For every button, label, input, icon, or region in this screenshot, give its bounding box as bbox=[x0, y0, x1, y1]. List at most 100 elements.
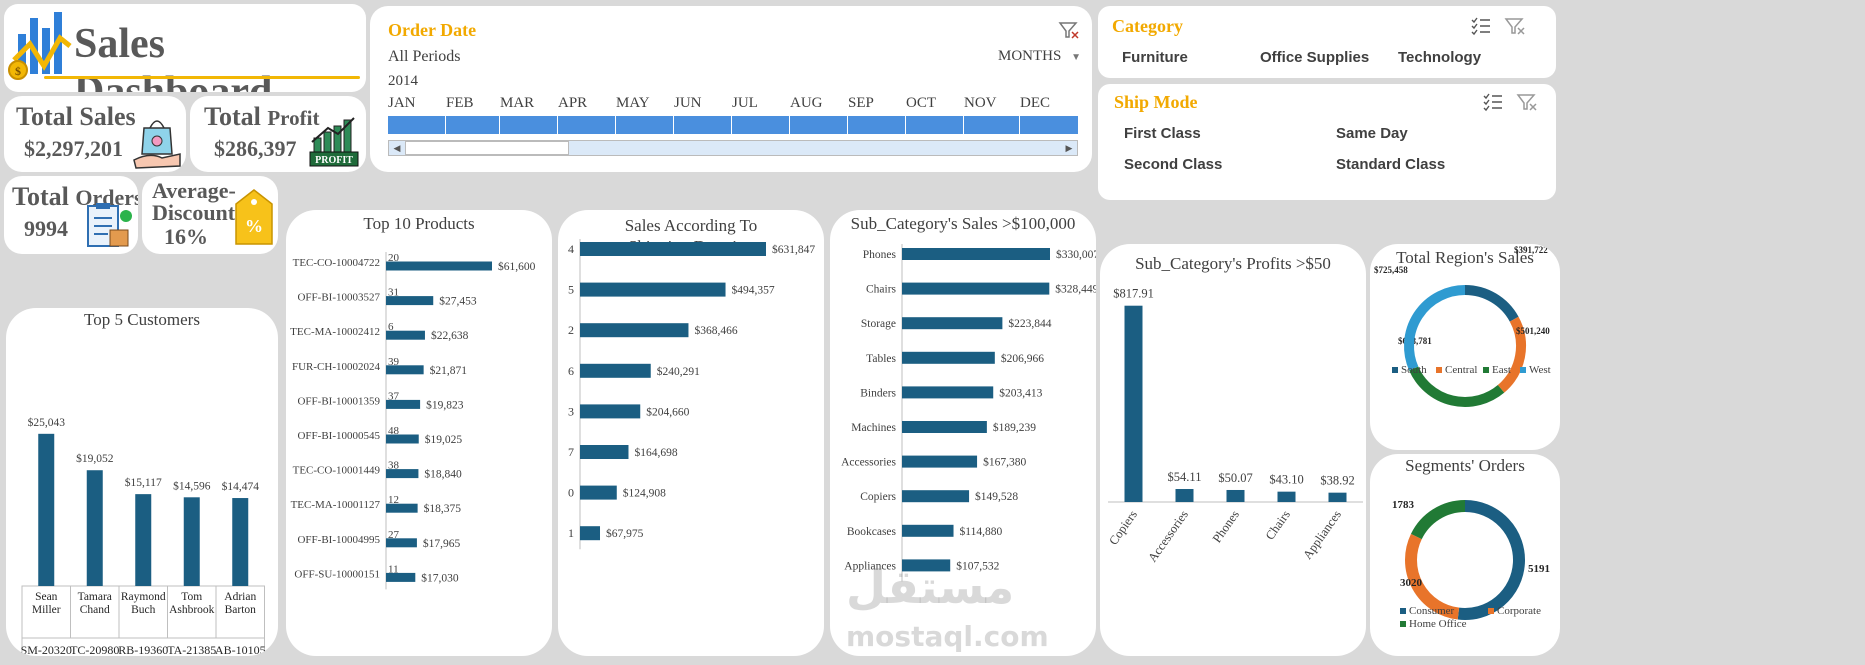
bar[interactable] bbox=[580, 282, 726, 297]
bar[interactable] bbox=[386, 572, 416, 582]
customer-bar-label: $15,117 bbox=[125, 476, 162, 489]
bar[interactable] bbox=[386, 399, 421, 409]
legend-label[interactable]: West bbox=[1529, 364, 1551, 376]
time-level-dropdown[interactable]: MONTHS ▼ bbox=[998, 48, 1081, 64]
category-tick-label: 5 bbox=[568, 283, 574, 297]
bar-value-label: $19,025 bbox=[425, 433, 463, 446]
donut-slice[interactable] bbox=[1410, 500, 1466, 540]
bar[interactable] bbox=[580, 526, 601, 541]
legend-label[interactable]: South bbox=[1401, 364, 1427, 376]
donut-slice[interactable] bbox=[1404, 285, 1466, 371]
customer-id-label: AB-10105 bbox=[215, 643, 266, 656]
legend-label[interactable]: Central bbox=[1445, 364, 1477, 376]
profit-bar[interactable] bbox=[1328, 492, 1347, 502]
bar[interactable] bbox=[386, 365, 424, 375]
category-item-technology[interactable]: Technology bbox=[1398, 49, 1482, 66]
donut-slice[interactable] bbox=[1497, 316, 1526, 393]
customer-bar[interactable] bbox=[183, 497, 200, 586]
bar[interactable] bbox=[902, 282, 1050, 295]
customer-bar-label: $25,043 bbox=[28, 416, 66, 429]
donut-slice[interactable] bbox=[1405, 533, 1460, 620]
scroll-left-arrow[interactable]: ◀ bbox=[393, 143, 401, 153]
category-tick-label: TEC-MA-10001127 bbox=[291, 499, 381, 511]
legend-label[interactable]: Consumer bbox=[1409, 605, 1455, 617]
customer-name-label: Adrian bbox=[224, 591, 256, 603]
bar[interactable] bbox=[902, 317, 1003, 330]
donut-slice[interactable] bbox=[1464, 285, 1519, 322]
bar-value-label: $330,007 bbox=[1056, 248, 1096, 261]
customer-bar[interactable] bbox=[135, 494, 152, 586]
ship-mode-item-standard-class[interactable]: Standard Class bbox=[1336, 156, 1446, 173]
timeline-month-bar[interactable] bbox=[388, 116, 1078, 134]
bar[interactable] bbox=[580, 323, 689, 338]
scroll-right-arrow[interactable]: ▶ bbox=[1065, 143, 1073, 153]
customer-bar[interactable] bbox=[86, 470, 103, 586]
bar[interactable] bbox=[902, 559, 951, 572]
customer-id-label: RB-19360 bbox=[118, 643, 168, 656]
category-tick-label: 2 bbox=[568, 323, 574, 337]
scroll-thumb[interactable] bbox=[405, 141, 569, 155]
bar-value-label: $494,357 bbox=[732, 284, 775, 297]
customer-name-label: Tamara bbox=[78, 591, 112, 603]
legend-label[interactable]: East bbox=[1492, 364, 1511, 376]
bar[interactable] bbox=[580, 404, 641, 419]
profit-bar[interactable] bbox=[1277, 491, 1296, 502]
category-slicer: Category Furniture Office Supplies Techn… bbox=[1098, 6, 1556, 78]
bar[interactable] bbox=[902, 524, 954, 537]
customer-bar[interactable] bbox=[38, 433, 55, 586]
bar[interactable] bbox=[902, 248, 1050, 260]
category-tick-label: FUR-CH-10002024 bbox=[292, 361, 381, 373]
bar[interactable] bbox=[386, 469, 419, 479]
clear-filter-icon[interactable] bbox=[1504, 16, 1526, 36]
category-title: Category bbox=[1112, 16, 1183, 36]
category-tick-label: 3 bbox=[568, 404, 574, 418]
bar[interactable] bbox=[902, 351, 995, 364]
slice-value-label: 3020 bbox=[1400, 577, 1423, 589]
legend-swatch bbox=[1436, 367, 1442, 373]
ship-mode-item-first-class[interactable]: First Class bbox=[1124, 125, 1201, 142]
multi-select-icon[interactable] bbox=[1470, 16, 1492, 36]
svg-text:$: $ bbox=[15, 64, 21, 78]
subcat-profits-title: Sub_Category's Profits >$50 bbox=[1135, 254, 1331, 273]
segment-orders-panel: Segments' Orders 5191 3020 1783 Consumer Cor… bbox=[1370, 454, 1560, 656]
customer-bar[interactable] bbox=[232, 498, 249, 586]
legend-swatch bbox=[1400, 608, 1406, 614]
profit-bar[interactable] bbox=[1175, 489, 1194, 502]
legend-label[interactable]: Corporate bbox=[1497, 605, 1541, 617]
customer-name-label: Buch bbox=[131, 604, 156, 616]
bar[interactable] bbox=[902, 455, 978, 468]
legend-label[interactable]: Home Office bbox=[1409, 618, 1467, 630]
clear-filter-icon[interactable] bbox=[1058, 20, 1080, 40]
profit-bar[interactable] bbox=[1226, 489, 1245, 502]
multi-select-icon[interactable] bbox=[1482, 92, 1504, 112]
top-products-chart: TEC-CO-10004722 $61,600 20 OFF-BI-10003527 $… bbox=[290, 252, 536, 590]
bar[interactable] bbox=[580, 242, 766, 256]
timeline-scrollbar[interactable]: ◀ ▶ bbox=[388, 140, 1078, 156]
bar-value-label: $124,908 bbox=[623, 487, 666, 500]
bar[interactable] bbox=[386, 330, 425, 340]
bar[interactable] bbox=[580, 485, 617, 500]
profit-category-label: Chairs bbox=[1263, 508, 1293, 543]
period-label: All Periods bbox=[388, 48, 461, 65]
bar[interactable] bbox=[902, 490, 970, 503]
bar[interactable] bbox=[386, 503, 418, 513]
bar[interactable] bbox=[386, 538, 417, 548]
donut-slice[interactable] bbox=[1457, 500, 1525, 620]
bar[interactable] bbox=[580, 363, 651, 378]
bar[interactable] bbox=[580, 445, 629, 459]
bar[interactable] bbox=[386, 434, 419, 444]
bar[interactable] bbox=[386, 261, 492, 271]
bar[interactable] bbox=[902, 386, 994, 399]
category-item-furniture[interactable]: Furniture bbox=[1122, 49, 1188, 66]
average-discount-card: Average- Discount 16% % bbox=[142, 176, 278, 254]
profit-bar[interactable] bbox=[1124, 305, 1143, 502]
bar[interactable] bbox=[902, 421, 987, 433]
clear-filter-icon[interactable] bbox=[1516, 92, 1538, 112]
bar[interactable] bbox=[386, 296, 434, 306]
category-tick-label: TEC-CO-10004722 bbox=[293, 257, 380, 269]
donut-slice[interactable] bbox=[1409, 366, 1505, 407]
ship-mode-item-same-day[interactable]: Same Day bbox=[1336, 125, 1408, 142]
ship-mode-item-second-class[interactable]: Second Class bbox=[1124, 156, 1223, 173]
total-profit-label: Total Profit bbox=[204, 102, 320, 131]
category-item-office-supplies[interactable]: Office Supplies bbox=[1260, 49, 1370, 66]
